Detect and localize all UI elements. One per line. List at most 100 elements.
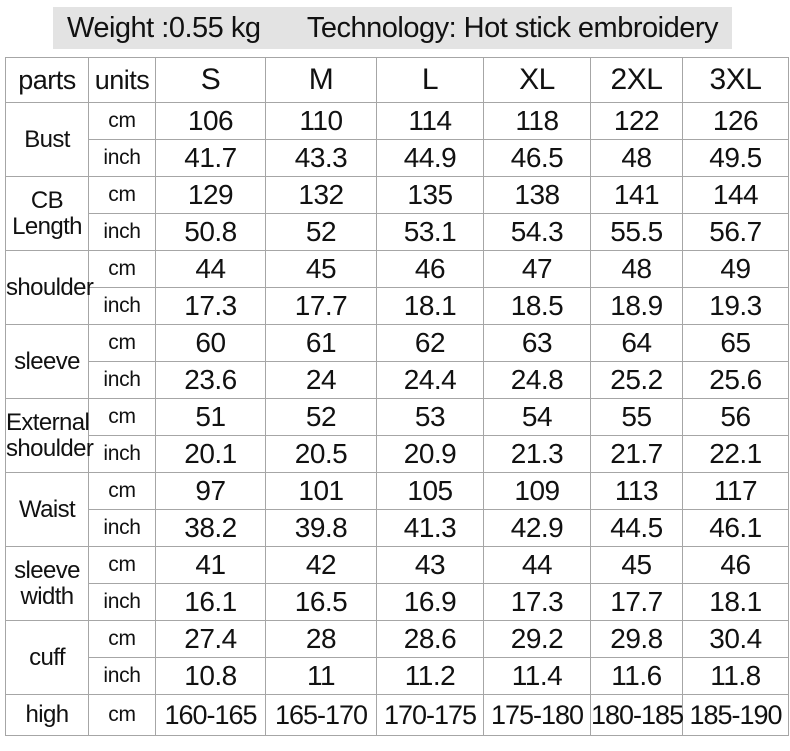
unit-label: cm: [88, 102, 156, 140]
size-value: 118: [483, 102, 591, 140]
size-value: 11.8: [682, 657, 789, 695]
size-value: 105: [376, 472, 484, 510]
part-label: sleeve width: [5, 546, 89, 621]
table-row: high cm 160-165 165-170 170-175 175-180 180-18…: [5, 694, 789, 736]
technology-label: Technology: Hot stick embroidery: [306, 11, 719, 44]
size-value: 22.1: [682, 435, 789, 473]
size-value: 97: [155, 472, 266, 510]
size-value: 144: [682, 176, 789, 214]
size-value: 180-185: [590, 694, 684, 736]
size-value: 45: [265, 250, 377, 288]
table-row: cuff cm 27.4 28 28.6 29.2 29.8 30.4: [5, 620, 789, 695]
size-value: 45: [590, 546, 683, 584]
size-value: 11.6: [590, 657, 683, 695]
size-value: 28.6: [376, 620, 484, 658]
size-value: 175-180: [483, 694, 591, 736]
table-row: inch 50.8 52 53.1 54.3 55.5 56.7: [6, 213, 789, 251]
header-row: parts units S M L XL 2XL 3XL: [5, 57, 789, 103]
size-value: 20.9: [376, 435, 484, 473]
unit-label: cm: [88, 324, 156, 362]
size-value: 52: [265, 398, 377, 436]
size-value: 17.7: [590, 583, 683, 621]
size-value: 63: [483, 324, 591, 362]
table-row: Waist cm 97 101 105 109 113 117: [5, 472, 789, 547]
table-row: CB Length cm 129 132 135 138 141 144: [5, 176, 789, 251]
size-value: 160-165: [155, 694, 266, 736]
unit-label: inch: [88, 435, 156, 473]
size-value: 21.7: [590, 435, 683, 473]
size-value: 39.8: [265, 509, 377, 547]
unit-label: inch: [88, 213, 156, 251]
size-value: 117: [682, 472, 789, 510]
size-value: 11: [265, 657, 377, 695]
size-value: 114: [376, 102, 484, 140]
size-value: 20.5: [265, 435, 377, 473]
size-value: 55: [590, 398, 683, 436]
size-value: 106: [155, 102, 266, 140]
size-value: 126: [682, 102, 789, 140]
unit-label: inch: [88, 583, 156, 621]
size-value: 18.1: [682, 583, 789, 621]
size-value: 42.9: [483, 509, 591, 547]
size-value: 25.6: [682, 361, 789, 399]
size-value: 16.1: [155, 583, 266, 621]
size-value: 49.5: [682, 139, 789, 177]
size-value: 11.2: [376, 657, 484, 695]
part-label: Waist: [5, 472, 89, 547]
size-value: 54.3: [483, 213, 591, 251]
size-value: 18.1: [376, 287, 484, 325]
part-label: shoulder: [5, 250, 94, 325]
size-value: 17.7: [265, 287, 377, 325]
size-value: 18.9: [590, 287, 683, 325]
unit-label: cm: [88, 620, 156, 658]
size-value: 122: [590, 102, 683, 140]
size-chart-table: parts units S M L XL 2XL 3XL Bust cm 106 110 114 118…: [5, 57, 789, 736]
size-value: 135: [376, 176, 484, 214]
unit-label: inch: [88, 509, 156, 547]
size-value: 24.4: [376, 361, 484, 399]
table-row: sleeve cm 60 61 62 63 64 65: [5, 324, 789, 399]
table-row: inch 10.8 11 11.2 11.4 11.6 11.8: [6, 657, 789, 695]
size-value: 19.3: [682, 287, 789, 325]
unit-label: inch: [88, 139, 156, 177]
size-value: 41.3: [376, 509, 484, 547]
unit-label: cm: [88, 398, 156, 436]
size-value: 109: [483, 472, 591, 510]
size-value: 141: [590, 176, 683, 214]
column-header-2xl: 2XL: [590, 57, 683, 103]
size-value: 56.7: [682, 213, 789, 251]
size-value: 138: [483, 176, 591, 214]
column-header-l: L: [376, 57, 484, 103]
part-label: high: [5, 694, 89, 736]
table-row: inch 20.1 20.5 20.9 21.3 21.7 22.1: [6, 435, 789, 473]
size-value: 11.4: [483, 657, 591, 695]
size-value: 41.7: [155, 139, 266, 177]
weight-label: Weight :0.55 kg: [67, 11, 261, 44]
size-value: 110: [265, 102, 377, 140]
size-value: 170-175: [376, 694, 484, 736]
part-label: External shoulder: [5, 398, 94, 473]
table-row: inch 16.1 16.5 16.9 17.3 17.7 18.1: [6, 583, 789, 621]
size-value: 24.8: [483, 361, 591, 399]
part-label: CB Length: [5, 176, 89, 251]
table-row: External shoulder cm 51 52 53 54 55 56: [5, 398, 789, 473]
size-value: 17.3: [483, 583, 591, 621]
size-value: 41: [155, 546, 266, 584]
size-value: 165-170: [265, 694, 377, 736]
size-value: 49: [682, 250, 789, 288]
unit-label: cm: [88, 546, 156, 584]
table-row: inch 23.6 24 24.4 24.8 25.2 25.6: [6, 361, 789, 399]
size-value: 24: [265, 361, 377, 399]
size-value: 64: [590, 324, 683, 362]
table-row: shoulder cm 44 45 46 47 48 49: [5, 250, 789, 325]
size-value: 65: [682, 324, 789, 362]
size-value: 44.5: [590, 509, 683, 547]
unit-label: inch: [88, 657, 156, 695]
title-bar: Weight :0.55 kg Technology: Hot stick em…: [53, 7, 732, 49]
table-row: inch 17.3 17.7 18.1 18.5 18.9 19.3: [6, 287, 789, 325]
size-value: 132: [265, 176, 377, 214]
size-value: 101: [265, 472, 377, 510]
size-value: 29.8: [590, 620, 683, 658]
size-value: 25.2: [590, 361, 683, 399]
size-value: 44.9: [376, 139, 484, 177]
